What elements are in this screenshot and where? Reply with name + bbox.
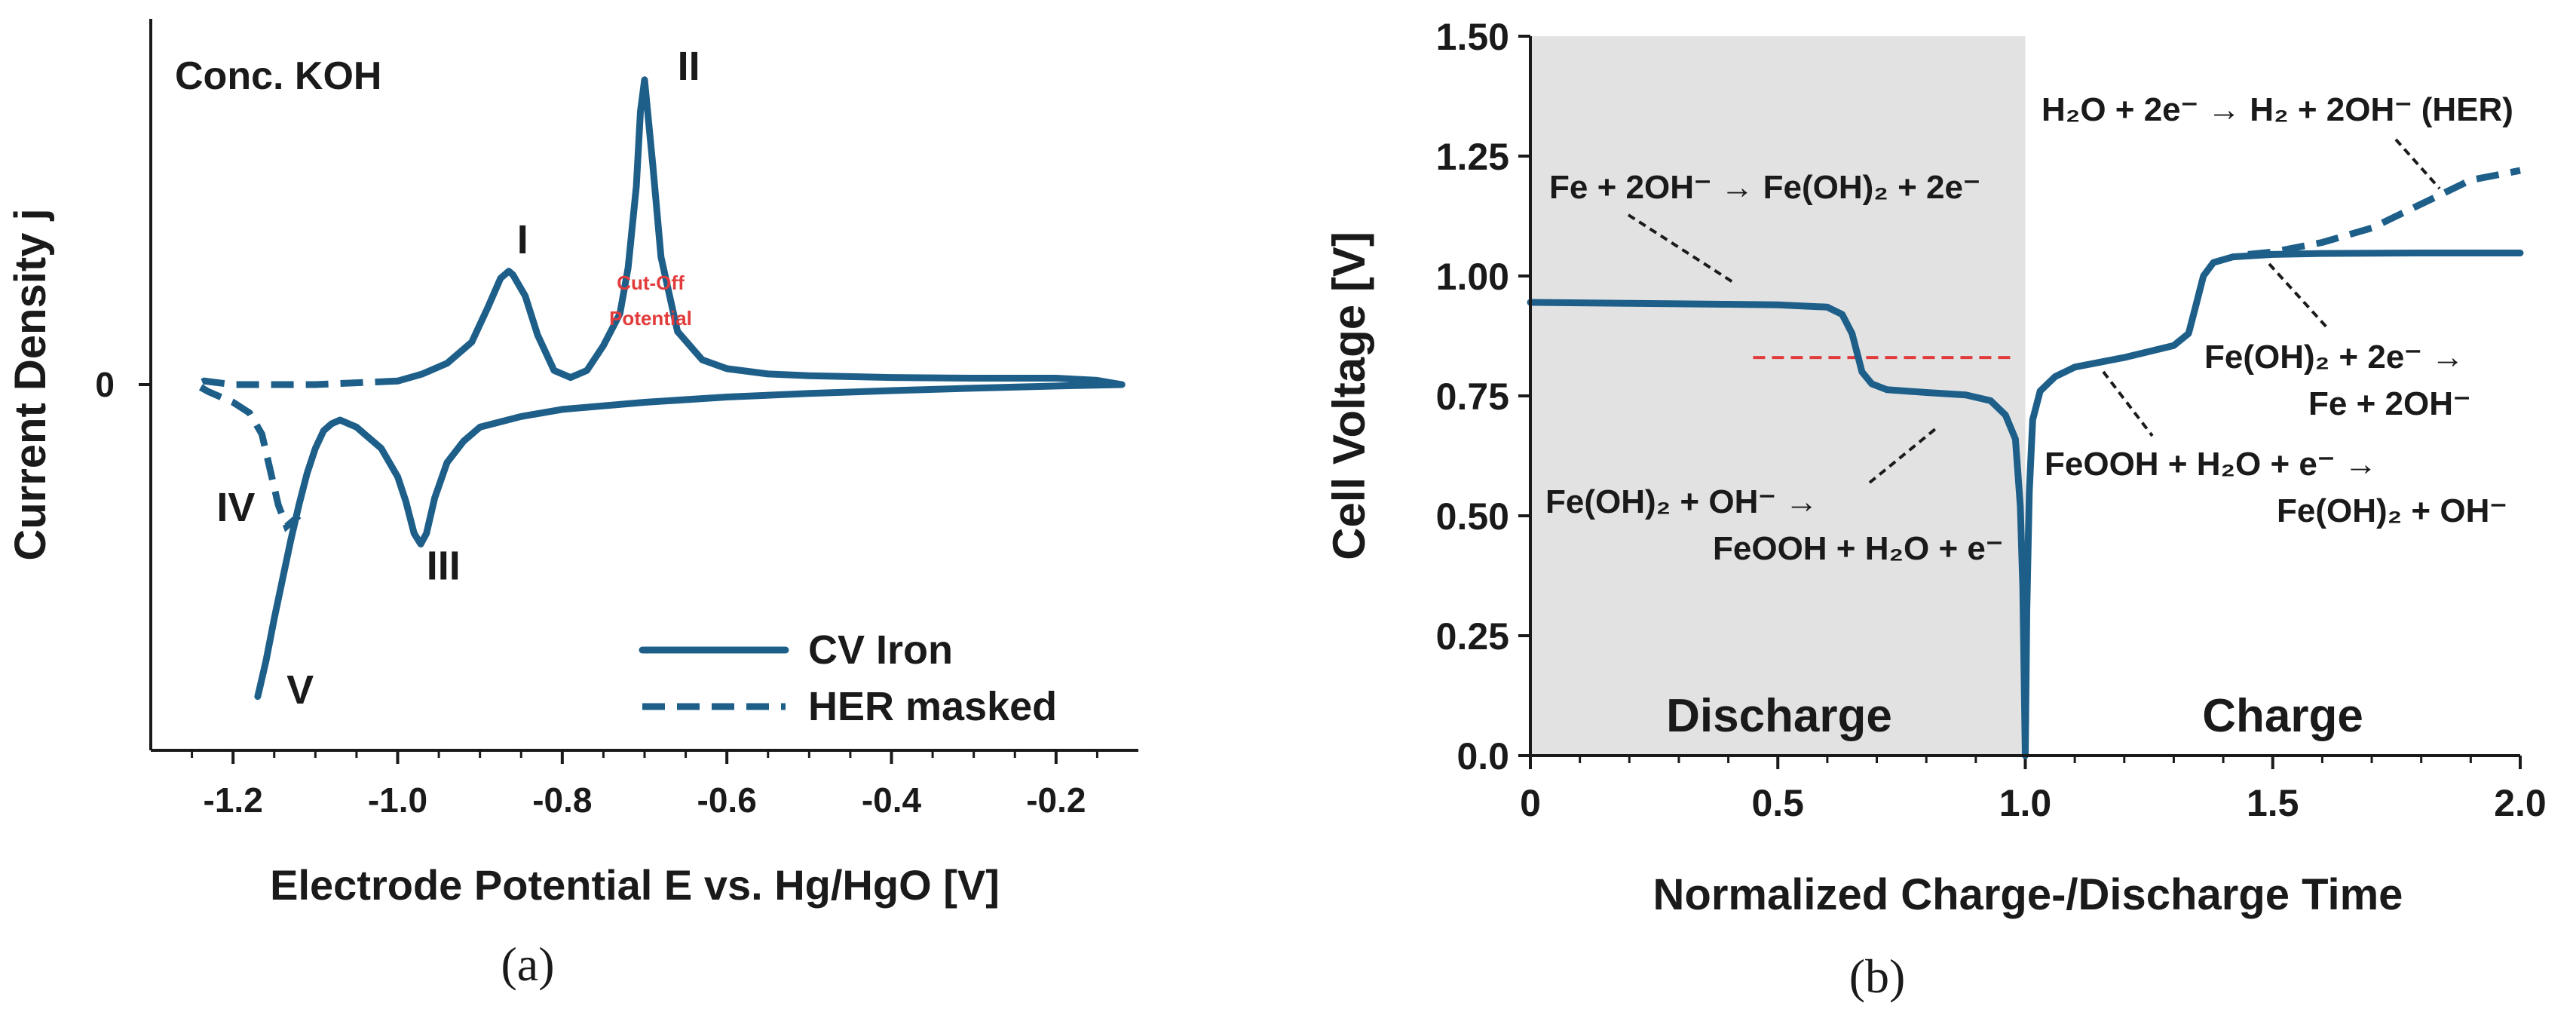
series-her xyxy=(2247,167,2521,258)
legend-label-cv-iron: CV Iron xyxy=(808,627,953,673)
panel-b-y-tick-label: 1.50 xyxy=(1436,16,1509,58)
annotation-discharge-plateau-2a: Fe(OH)₂ + OH⁻ → xyxy=(1545,483,1818,520)
panel-a-x-tick-label: -1.0 xyxy=(368,780,427,820)
panel-b-label: (b) xyxy=(1849,949,1906,1003)
annotation-charge-plateau-2a: Fe(OH)₂ + 2e⁻ → xyxy=(2204,339,2464,376)
panel-a-label: (a) xyxy=(501,937,554,991)
panel-a-x-tick-label: -0.8 xyxy=(532,780,592,820)
panel-b-y-tick-label: 0.50 xyxy=(1436,495,1509,538)
panel-a-x-tick-label: -0.6 xyxy=(697,780,757,820)
peak-label-iii: III xyxy=(427,544,461,589)
panel-b-y-tick-label: 0.25 xyxy=(1436,615,1509,658)
series-cell-voltage xyxy=(1527,250,2524,759)
region-label-discharge: Discharge xyxy=(1666,690,1892,742)
panel-b-y-tick-label: 1.25 xyxy=(1436,136,1509,178)
leader-discharge-plateau-1 xyxy=(1627,213,1735,284)
annotation-her: H₂O + 2e⁻ → H₂ + 2OH⁻ (HER) xyxy=(2042,91,2513,128)
legend-label-her-masked: HER masked xyxy=(808,684,1057,729)
annotation-discharge-plateau-1: Fe + 2OH⁻ → Fe(OH)₂ + 2e⁻ xyxy=(1549,169,1980,206)
panel-b-x-tick-label: 0 xyxy=(1520,782,1541,824)
panel-a-y-tick-label: 0 xyxy=(95,365,115,404)
panel-b-x-axis-label: Normalized Charge-/Discharge Time xyxy=(1653,870,2403,919)
panel-b-y-axis-label: Cell Voltage [V] xyxy=(1324,232,1374,560)
series-cv-iron xyxy=(254,76,1126,701)
panel-b-y-tick-label: 1.00 xyxy=(1436,256,1509,298)
panel-b-x-tick-label: 2.0 xyxy=(2494,782,2547,824)
peak-label-i: I xyxy=(517,217,528,262)
panel-b-x-ticks: 0 0.5 1.0 1.5 2.0 xyxy=(1520,756,2547,824)
panel-b-x-tick-label: 1.0 xyxy=(1999,782,2052,824)
peak-label-v: V xyxy=(286,667,314,713)
cutoff-label-line1: Cut-Off xyxy=(617,271,685,294)
cutoff-label-line2: Potential xyxy=(609,307,692,330)
peak-label-ii: II xyxy=(678,44,700,89)
annotation-charge-plateau-2b: Fe + 2OH⁻ xyxy=(2308,385,2470,422)
panel-b-x-tick-label: 0.5 xyxy=(1751,782,1804,824)
panel-a: -1.2 -1.0 -0.8 -0.6 -0.4 -0.2 0 Conc. KOH III… xyxy=(6,19,1138,991)
panel-a-y-axis-label: Current Density j xyxy=(6,208,55,560)
leader-discharge-plateau-2 xyxy=(1868,425,1940,484)
panel-a-x-ticks: -1.2 -1.0 -0.8 -0.6 -0.4 -0.2 xyxy=(191,750,1098,820)
leader-charge-plateau-2 xyxy=(2268,262,2331,332)
panel-a-x-tick-label: -1.2 xyxy=(204,780,263,820)
leader-her xyxy=(2394,138,2441,190)
annotation-charge-plateau-1b: Fe(OH)₂ + OH⁻ xyxy=(2277,492,2507,529)
panel-a-x-tick-label: -0.2 xyxy=(1026,780,1086,820)
panel-a-legend: CV Iron HER masked xyxy=(639,627,1057,729)
annotation-charge-plateau-1a: FeOOH + H₂O + e⁻ → xyxy=(2045,446,2377,483)
panel-a-corner-text: Conc. KOH xyxy=(175,54,381,98)
panel-b-y-tick-label: 0.75 xyxy=(1436,376,1509,418)
annotation-discharge-plateau-2b: FeOOH + H₂O + e⁻ xyxy=(1713,530,2003,567)
panel-a-x-tick-label: -0.4 xyxy=(862,780,922,820)
series-her-masked xyxy=(188,377,398,532)
leader-charge-plateau-1 xyxy=(2102,370,2154,437)
panel-b-x-tick-label: 1.5 xyxy=(2247,782,2299,824)
panel-a-x-axis-label: Electrode Potential E vs. Hg/HgO [V] xyxy=(270,861,1000,909)
panel-a-y-ticks: 0 xyxy=(95,365,151,404)
region-label-charge: Charge xyxy=(2202,690,2363,742)
panel-b-y-ticks: 0.0 0.25 0.50 0.75 1.00 1.25 1.50 xyxy=(1436,16,1530,777)
panel-b-curves xyxy=(1527,167,2524,759)
panel-b: 0 0.5 1.0 1.5 2.0 0.0 0.25 0.50 0.75 1.00 1.25 1.5… xyxy=(609,16,2547,1003)
peak-label-iv: IV xyxy=(216,485,255,530)
panel-b-y-tick-label: 0.0 xyxy=(1456,735,1509,777)
panel-a-curves xyxy=(188,76,1126,701)
